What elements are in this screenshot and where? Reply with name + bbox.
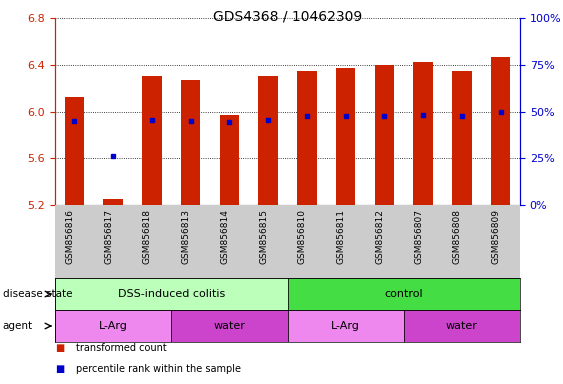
Text: GSM856813: GSM856813 [182,209,191,264]
Bar [413,63,433,205]
Text: disease state: disease state [3,289,72,299]
Text: DSS-induced colitis: DSS-induced colitis [118,289,225,299]
Text: transformed count: transformed count [77,343,167,353]
Text: GSM856811: GSM856811 [337,209,346,264]
Text: ■: ■ [55,343,64,353]
Bar [491,56,510,205]
Text: GSM856808: GSM856808 [453,209,462,264]
Text: GSM856818: GSM856818 [143,209,152,264]
Text: GSM856814: GSM856814 [220,209,229,263]
Text: L-Arg: L-Arg [331,321,360,331]
Text: percentile rank within the sample: percentile rank within the sample [77,364,242,374]
Text: GDS4368 / 10462309: GDS4368 / 10462309 [213,10,362,24]
Bar [258,76,278,205]
Text: GSM856816: GSM856816 [65,209,74,264]
Bar [404,310,520,342]
Text: water: water [446,321,478,331]
Text: water: water [213,321,245,331]
Text: ■: ■ [55,364,64,374]
Bar [65,98,84,205]
Text: GSM856809: GSM856809 [491,209,501,264]
Bar [142,76,162,205]
Bar [171,310,288,342]
Bar [336,68,355,205]
Text: GSM856807: GSM856807 [414,209,423,264]
Bar [288,310,404,342]
Bar [181,80,200,205]
Bar [55,310,171,342]
Bar [55,278,288,310]
Text: control: control [385,289,423,299]
Bar [452,71,472,205]
Text: L-Arg: L-Arg [99,321,128,331]
Bar [104,199,123,205]
Text: agent: agent [3,321,33,331]
Text: GSM856817: GSM856817 [104,209,113,264]
Text: GSM856815: GSM856815 [259,209,268,264]
Bar [288,278,520,310]
Bar [220,115,239,205]
Bar [375,65,394,205]
Text: GSM856810: GSM856810 [298,209,307,264]
Bar [297,71,316,205]
Text: GSM856812: GSM856812 [376,209,385,263]
